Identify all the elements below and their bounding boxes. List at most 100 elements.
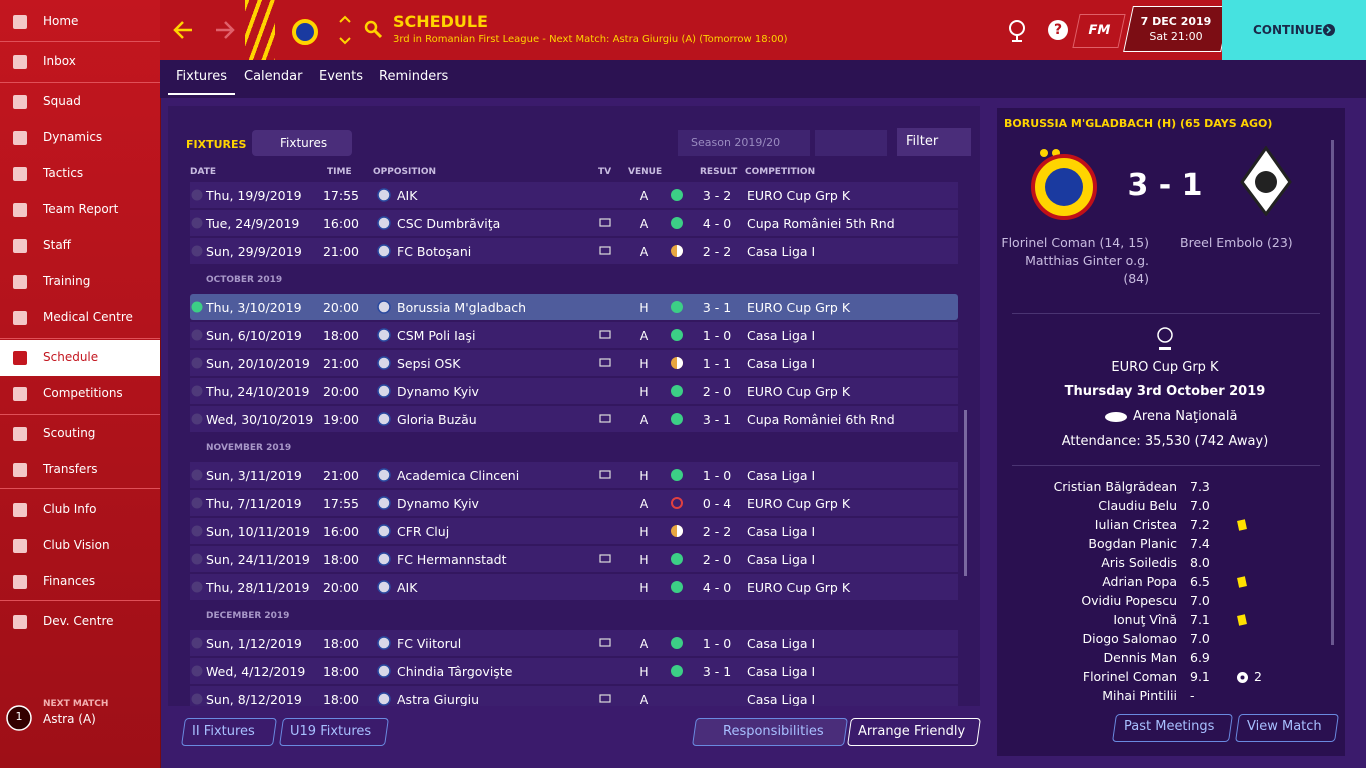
fixture-result[interactable]: 2 - 2 xyxy=(702,244,732,259)
fixture-result[interactable]: 3 - 1 xyxy=(702,664,732,679)
sidebar-item[interactable]: Competitions xyxy=(43,386,123,400)
switch-arrows[interactable] xyxy=(339,15,351,45)
fixture-opposition[interactable]: AIK xyxy=(397,188,418,203)
sidebar-item[interactable]: Dynamics xyxy=(43,130,103,144)
column-header[interactable]: RESULT xyxy=(700,167,738,177)
back-arrow[interactable] xyxy=(173,21,192,39)
filter-button[interactable] xyxy=(897,128,971,156)
tab[interactable]: Fixtures xyxy=(176,69,228,84)
sidebar-item[interactable]: Scouting xyxy=(43,426,96,440)
sidebar-item[interactable]: Training xyxy=(43,274,91,288)
sidebar-item[interactable]: Tactics xyxy=(43,166,84,180)
fixture-row[interactable] xyxy=(190,210,958,236)
continue-area[interactable] xyxy=(1222,0,1366,60)
column-header[interactable]: DATE xyxy=(190,167,217,177)
column-header[interactable]: TV xyxy=(598,167,612,177)
fixture-row[interactable] xyxy=(190,546,958,572)
fixture-competition[interactable]: EURO Cup Grp K xyxy=(747,496,851,511)
fixture-competition[interactable]: Casa Liga I xyxy=(747,636,816,651)
prev-next[interactable] xyxy=(815,130,887,156)
fixture-opposition[interactable]: Academica Clinceni xyxy=(397,468,520,483)
fixture-row[interactable] xyxy=(190,518,958,544)
fixture-competition[interactable]: Casa Liga I xyxy=(747,524,816,539)
fixture-row[interactable] xyxy=(190,378,958,404)
fm-logo[interactable]: FM xyxy=(1072,14,1126,48)
fixture-competition[interactable]: Cupa României 5th Rnd xyxy=(747,216,895,231)
fixture-result[interactable]: 2 - 0 xyxy=(702,384,732,399)
fixture-opposition[interactable]: FC Hermannstadt xyxy=(397,552,507,567)
fixture-result[interactable]: 3 - 2 xyxy=(702,188,732,203)
fixture-row[interactable] xyxy=(190,350,958,376)
ball-icon[interactable] xyxy=(1005,18,1029,44)
fixture-opposition[interactable]: FC Viitorul xyxy=(397,636,462,651)
fixture-row[interactable] xyxy=(190,462,958,488)
fixture-result[interactable]: 2 - 0 xyxy=(702,552,732,567)
sidebar-item[interactable]: Inbox xyxy=(43,54,76,68)
fixture-competition[interactable]: Casa Liga I xyxy=(747,356,816,371)
fixture-row[interactable] xyxy=(190,630,958,656)
sidebar-item[interactable]: Transfers xyxy=(43,462,98,476)
tab[interactable]: Events xyxy=(319,69,364,84)
tab[interactable]: Reminders xyxy=(379,69,449,84)
fixture-result[interactable]: 1 - 0 xyxy=(702,468,732,483)
fixture-row[interactable] xyxy=(190,238,958,264)
fixture-result[interactable]: 0 - 4 xyxy=(702,496,732,511)
fixture-result[interactable]: 2 - 2 xyxy=(702,524,732,539)
fixture-row[interactable] xyxy=(190,406,958,432)
fixture-opposition[interactable]: Gloria Buzău xyxy=(397,412,477,427)
forward-arrow[interactable] xyxy=(216,21,235,39)
sidebar-item[interactable]: Home xyxy=(43,14,79,28)
sidebar-item[interactable]: Dev. Centre xyxy=(43,614,114,628)
fixture-result[interactable]: 1 - 0 xyxy=(702,636,732,651)
fixture-opposition[interactable]: Dynamo Kyiv xyxy=(397,384,479,399)
fixture-opposition[interactable]: Astra Giurgiu xyxy=(397,692,480,707)
fixture-competition[interactable]: Casa Liga I xyxy=(747,328,816,343)
fixture-opposition[interactable]: CSM Poli Iaşi xyxy=(397,328,476,343)
season-dropdown[interactable] xyxy=(678,130,810,156)
fixture-opposition[interactable]: CFR Cluj xyxy=(397,524,450,539)
sidebar-item[interactable]: Club Vision xyxy=(43,538,110,552)
fixture-competition[interactable]: EURO Cup Grp K xyxy=(747,188,851,203)
sidebar-item[interactable]: Staff xyxy=(43,238,71,252)
fixture-competition[interactable]: Casa Liga I xyxy=(747,468,816,483)
fixture-opposition[interactable]: CSC Dumbrăviţa xyxy=(397,216,501,231)
column-header[interactable]: VENUE xyxy=(628,167,663,177)
fixture-opposition[interactable]: FC Botoşani xyxy=(397,244,472,259)
fixture-competition[interactable]: EURO Cup Grp K xyxy=(747,384,851,399)
view-dropdown[interactable] xyxy=(252,130,352,156)
fixture-opposition[interactable]: Sepsi OSK xyxy=(397,356,461,371)
fixture-result[interactable]: 1 - 1 xyxy=(702,356,732,371)
fixture-result[interactable]: 3 - 1 xyxy=(702,412,732,427)
column-header[interactable]: TIME xyxy=(327,167,352,177)
fixture-result[interactable]: 3 - 1 xyxy=(702,300,732,315)
continue-button[interactable]: CONTINUE xyxy=(1253,23,1323,37)
tab[interactable]: Calendar xyxy=(244,69,303,84)
sidebar-item[interactable]: Squad xyxy=(43,94,81,108)
fixture-row[interactable] xyxy=(190,490,958,516)
sidebar-item[interactable]: Finances xyxy=(43,574,96,588)
fixture-competition[interactable]: Casa Liga I xyxy=(747,664,816,679)
fixture-opposition[interactable]: AIK xyxy=(397,580,418,595)
sidebar-item[interactable]: Schedule xyxy=(43,350,99,364)
fixture-row[interactable] xyxy=(190,322,958,348)
fixture-result[interactable]: 4 - 0 xyxy=(702,580,732,595)
fixture-result[interactable]: 4 - 0 xyxy=(702,216,732,231)
fixture-competition[interactable]: Casa Liga I xyxy=(747,552,816,567)
search-icon[interactable] xyxy=(364,20,378,34)
sidebar-item[interactable]: Team Report xyxy=(43,202,119,216)
fixture-opposition[interactable]: Chindia Târgovişte xyxy=(397,664,513,679)
column-header[interactable]: COMPETITION xyxy=(745,167,816,177)
fixture-result[interactable]: 1 - 0 xyxy=(702,328,732,343)
fixture-competition[interactable]: EURO Cup Grp K xyxy=(747,580,851,595)
fixture-row[interactable] xyxy=(190,658,958,684)
fixture-competition[interactable]: Casa Liga I xyxy=(747,692,816,707)
fixture-opposition[interactable]: Borussia M'gladbach xyxy=(397,300,527,315)
fixture-opposition[interactable]: Dynamo Kyiv xyxy=(397,496,479,511)
fixture-competition[interactable]: Cupa României 6th Rnd xyxy=(747,412,895,427)
sidebar-item[interactable]: Club Info xyxy=(43,502,97,516)
fixture-row[interactable] xyxy=(190,574,958,600)
fixture-competition[interactable]: Casa Liga I xyxy=(747,244,816,259)
fixture-row[interactable] xyxy=(190,182,958,208)
fixture-row[interactable] xyxy=(190,294,958,320)
help-button[interactable]: ? xyxy=(1048,20,1068,40)
